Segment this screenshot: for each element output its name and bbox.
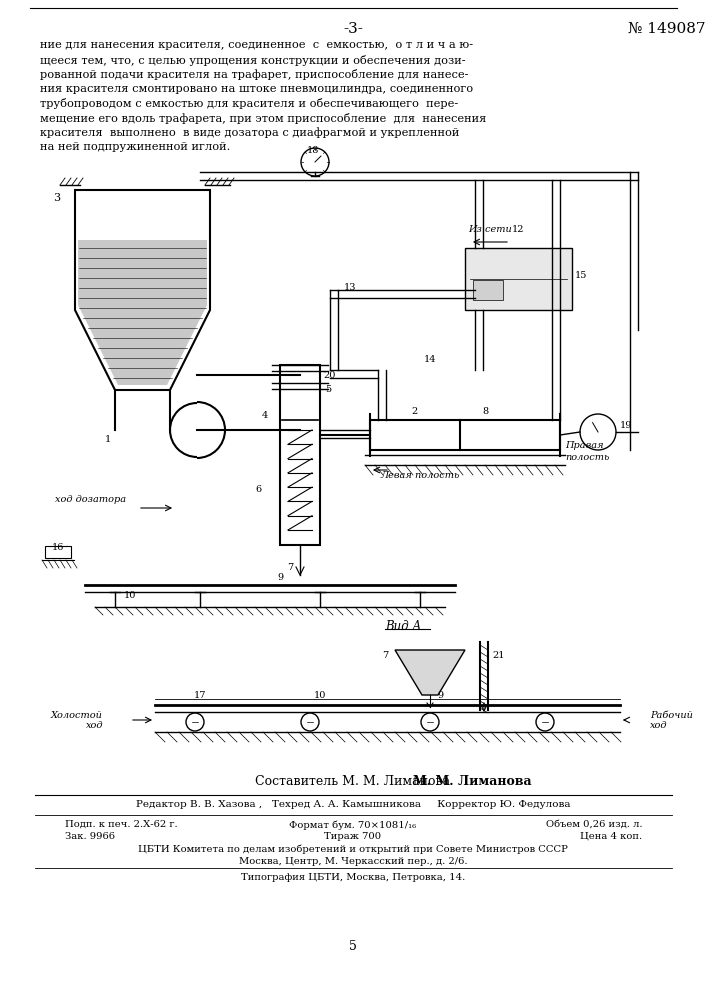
Text: 7: 7 [382,650,388,660]
Text: 21: 21 [492,650,505,660]
Text: 10: 10 [124,591,136,600]
Text: Составитель М. М. Лиманова: Составитель М. М. Лиманова [255,775,450,788]
Polygon shape [78,240,207,385]
Text: -3-: -3- [343,22,363,36]
Bar [45,546,71,558]
Polygon shape [395,650,465,695]
Text: Рабочий: Рабочий [650,710,693,720]
Text: 20: 20 [323,370,335,379]
Text: 14: 14 [423,356,436,364]
Text: Холостой: Холостой [51,710,103,720]
Text: 10: 10 [314,692,326,700]
Text: Формат бум. 70×1081/₁₆: Формат бум. 70×1081/₁₆ [289,820,416,830]
Text: 3: 3 [53,193,60,203]
Text: 5: 5 [349,940,357,953]
Text: ход дозатора: ход дозатора [55,495,126,504]
Circle shape [301,713,319,731]
Text: 4: 4 [262,410,268,420]
Bar [473,280,503,300]
Text: Левая полость: Левая полость [380,471,460,480]
Text: трубопроводом с емкостью для красителя и обеспечивающего  пере-: трубопроводом с емкостью для красителя и… [40,98,458,109]
Bar [280,365,320,545]
Text: 18: 18 [307,146,319,155]
Text: 16: 16 [52,544,64,552]
Text: ход: ход [86,722,103,730]
Text: 7: 7 [287,562,293,572]
Text: Правая: Правая [565,440,604,450]
Text: 6: 6 [255,486,261,494]
Text: Зак. 9966: Зак. 9966 [65,832,115,841]
Text: полость: полость [565,454,609,462]
Text: ния красителя смонтировано на штоке пневмоцилиндра, соединенного: ния красителя смонтировано на штоке пнев… [40,84,473,94]
Text: 9: 9 [277,574,283,582]
Text: Из сети: Из сети [468,226,512,234]
Text: красителя  выполнено  в виде дозатора с диафрагмой и укрепленной: красителя выполнено в виде дозатора с ди… [40,127,460,138]
Text: 8: 8 [482,408,488,416]
Circle shape [536,713,554,731]
Polygon shape [75,190,210,390]
Text: Объем 0,26 изд. л.: Объем 0,26 изд. л. [546,820,642,829]
Text: 2: 2 [412,408,418,416]
Circle shape [421,713,439,731]
Text: ход: ход [650,722,667,730]
Text: Типография ЦБТИ, Москва, Петровка, 14.: Типография ЦБТИ, Москва, Петровка, 14. [241,873,465,882]
Text: 12: 12 [512,226,525,234]
Text: 15: 15 [575,271,588,280]
Text: Подп. к печ. 2.Х-62 г.: Подп. к печ. 2.Х-62 г. [65,820,177,829]
Text: ние для нанесения красителя, соединенное  с  емкостью,  о т л и ч а ю-: ние для нанесения красителя, соединенное… [40,40,473,50]
Text: 17: 17 [194,692,206,700]
Text: Цена 4 коп.: Цена 4 коп. [580,832,642,841]
Circle shape [186,713,204,731]
Text: Вид А: Вид А [385,620,421,633]
Bar [370,420,560,450]
Text: 13: 13 [344,284,356,292]
Text: мещение его вдоль трафарета, при этом приспособление  для  нанесения: мещение его вдоль трафарета, при этом пр… [40,112,486,123]
Bar [465,248,572,310]
Circle shape [301,148,329,176]
Circle shape [580,414,616,450]
Text: рованной подачи красителя на трафарет, приспособление для нанесе-: рованной подачи красителя на трафарет, п… [40,69,469,80]
Text: на ней подпружиненной иглой.: на ней подпружиненной иглой. [40,141,230,151]
Text: М. М. Лиманова: М. М. Лиманова [413,775,532,788]
Text: щееся тем, что, с целью упрощения конструкции и обеспечения дози-: щееся тем, что, с целью упрощения констр… [40,54,466,66]
Text: Редактор В. В. Хазова ,   Техред А. А. Камышникова     Корректор Ю. Федулова: Редактор В. В. Хазова , Техред А. А. Кам… [136,800,571,809]
Text: 5: 5 [325,385,331,394]
Text: № 149087: № 149087 [628,22,706,36]
Text: Москва, Центр, М. Черкасский пер., д. 2/6.: Москва, Центр, М. Черкасский пер., д. 2/… [239,857,467,866]
Text: ЦБТИ Комитета по делам изобретений и открытий при Совете Министров СССР: ЦБТИ Комитета по делам изобретений и отк… [138,845,568,854]
Text: Тираж 700: Тираж 700 [325,832,382,841]
Text: 9: 9 [437,692,443,700]
Text: 1: 1 [105,436,111,444]
Text: 19: 19 [620,422,632,430]
